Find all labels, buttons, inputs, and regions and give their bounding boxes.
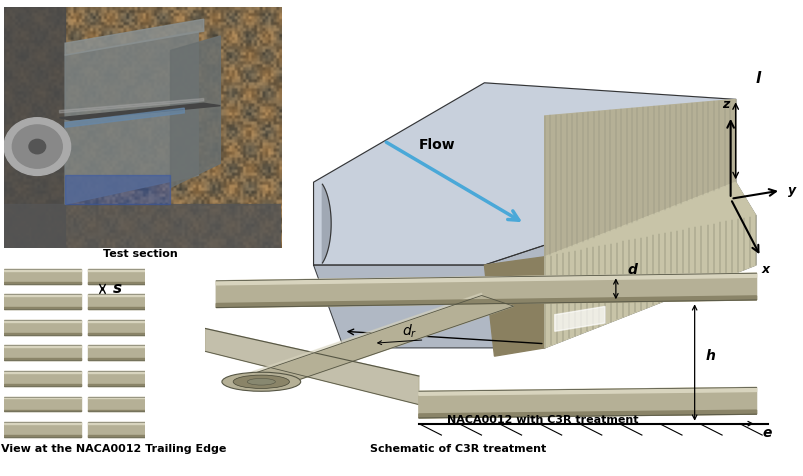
Polygon shape	[88, 294, 145, 296]
Polygon shape	[544, 182, 755, 348]
Polygon shape	[65, 19, 203, 55]
Polygon shape	[4, 269, 81, 284]
Polygon shape	[88, 384, 145, 386]
Polygon shape	[59, 103, 220, 120]
Polygon shape	[4, 269, 81, 270]
Text: d: d	[626, 263, 636, 277]
Circle shape	[4, 118, 71, 176]
Polygon shape	[245, 296, 513, 387]
Polygon shape	[88, 346, 145, 360]
Polygon shape	[4, 204, 281, 248]
Polygon shape	[554, 307, 605, 331]
Polygon shape	[88, 307, 145, 309]
Polygon shape	[4, 333, 81, 335]
Polygon shape	[483, 257, 544, 356]
Polygon shape	[88, 333, 145, 335]
Polygon shape	[65, 31, 198, 204]
Polygon shape	[88, 269, 145, 270]
Polygon shape	[170, 36, 220, 188]
Text: y: y	[788, 184, 796, 197]
Polygon shape	[4, 346, 81, 347]
Ellipse shape	[233, 375, 289, 388]
Polygon shape	[418, 410, 756, 418]
Polygon shape	[88, 435, 145, 437]
Polygon shape	[4, 320, 81, 335]
Polygon shape	[88, 422, 145, 424]
Ellipse shape	[222, 372, 300, 391]
Text: s: s	[112, 281, 121, 297]
Polygon shape	[418, 387, 756, 418]
Polygon shape	[245, 293, 481, 377]
Polygon shape	[88, 371, 145, 373]
Text: e: e	[761, 426, 771, 439]
Polygon shape	[4, 397, 81, 411]
Polygon shape	[59, 99, 203, 113]
Polygon shape	[4, 282, 81, 284]
Polygon shape	[322, 184, 331, 263]
Text: $d_r$: $d_r$	[402, 323, 417, 340]
Polygon shape	[216, 273, 756, 307]
Polygon shape	[88, 397, 145, 398]
Polygon shape	[205, 328, 418, 405]
Polygon shape	[88, 358, 145, 360]
Polygon shape	[88, 410, 145, 411]
Polygon shape	[88, 397, 145, 411]
Ellipse shape	[247, 378, 275, 385]
Text: Test section: Test section	[104, 249, 177, 259]
Circle shape	[12, 125, 62, 168]
Polygon shape	[88, 320, 145, 322]
Polygon shape	[88, 346, 145, 347]
Polygon shape	[65, 176, 170, 204]
Text: l: l	[755, 71, 760, 86]
Polygon shape	[4, 410, 81, 411]
Text: Schematic of C3R treatment: Schematic of C3R treatment	[369, 444, 546, 454]
Polygon shape	[88, 422, 145, 437]
Text: x: x	[760, 263, 769, 277]
Polygon shape	[4, 371, 81, 373]
Polygon shape	[216, 296, 756, 307]
Polygon shape	[4, 320, 81, 322]
Polygon shape	[418, 387, 756, 395]
Text: z: z	[721, 98, 728, 111]
Polygon shape	[65, 108, 184, 127]
Polygon shape	[88, 269, 145, 284]
Polygon shape	[4, 435, 81, 437]
Polygon shape	[313, 182, 755, 348]
Text: c: c	[429, 320, 438, 336]
Polygon shape	[88, 294, 145, 309]
Polygon shape	[4, 294, 81, 296]
Text: NACA0012 with C3R treatment: NACA0012 with C3R treatment	[446, 415, 638, 425]
Polygon shape	[313, 83, 735, 265]
Polygon shape	[88, 371, 145, 386]
Polygon shape	[88, 282, 145, 284]
Polygon shape	[4, 7, 65, 248]
Polygon shape	[4, 422, 81, 424]
Polygon shape	[4, 358, 81, 360]
Text: View at the NACA0012 Trailing Edge: View at the NACA0012 Trailing Edge	[1, 444, 226, 454]
Circle shape	[29, 139, 46, 154]
Polygon shape	[4, 307, 81, 309]
Polygon shape	[216, 273, 756, 285]
Polygon shape	[4, 371, 81, 386]
Polygon shape	[544, 99, 735, 257]
Text: Flow: Flow	[418, 138, 455, 152]
Polygon shape	[88, 320, 145, 335]
Polygon shape	[4, 397, 81, 398]
Polygon shape	[4, 384, 81, 386]
Text: h: h	[705, 349, 715, 363]
Polygon shape	[4, 422, 81, 437]
Polygon shape	[4, 294, 81, 309]
Polygon shape	[4, 346, 81, 360]
